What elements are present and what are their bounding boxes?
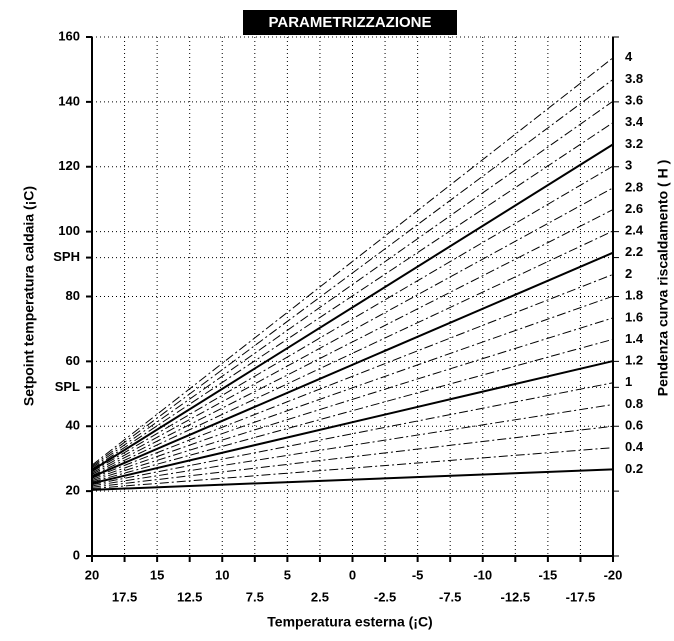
curve-line (91, 317, 614, 482)
y-tick-label: 120 (58, 158, 80, 173)
curve-line (91, 360, 614, 485)
x-tick-label: 20 (85, 567, 99, 582)
curve-line (91, 165, 614, 473)
curve-line (91, 447, 614, 490)
legend-label: 0.4 (625, 439, 644, 454)
x-tick-label: 12.5 (177, 589, 202, 604)
legend-label: 1.8 (625, 288, 643, 303)
curve-line (91, 251, 614, 478)
y-tick-label: 40 (66, 418, 80, 433)
legend-label: 0.8 (625, 396, 643, 411)
legend-label: 1.6 (625, 309, 643, 324)
curve-line (91, 143, 614, 472)
legend-label: 0.6 (625, 418, 643, 433)
legend-label: 3.8 (625, 71, 643, 86)
y-tick-label: 0 (73, 547, 80, 562)
curve-line (91, 404, 614, 487)
curve-line (91, 57, 614, 466)
curve-line (91, 382, 614, 486)
chart-title: PARAMETRIZZAZIONE (268, 14, 431, 31)
y-tick-label: 160 (58, 28, 80, 43)
y-tick-label: 20 (66, 483, 80, 498)
x-tick-label: -10 (473, 567, 492, 582)
legend-label: 3.6 (625, 93, 643, 108)
legend-label: 2.6 (625, 201, 643, 216)
curve-line (91, 230, 614, 477)
x-tick-label: -17.5 (566, 589, 596, 604)
curve-line (91, 100, 614, 469)
x-tick-label: 17.5 (112, 589, 137, 604)
legend-label: 2.4 (625, 222, 644, 237)
y-tick-label: 140 (58, 93, 80, 108)
legend-label: 3.2 (625, 136, 643, 151)
x-tick-label: -5 (412, 567, 424, 582)
x-tick-label: 5 (284, 567, 291, 582)
y2-axis-title: Pendenza curva riscaldamento ( H ) (655, 160, 671, 397)
y-tick-label: SPL (55, 379, 80, 394)
legend-label: 2.2 (625, 244, 643, 259)
legend-label: 0.2 (625, 461, 643, 476)
legend-label: 1.4 (625, 331, 644, 346)
curve-line (91, 79, 614, 467)
x-tick-label: -7.5 (439, 589, 461, 604)
y-axis-title: Setpoint temperatura caldaia (¡C) (21, 186, 37, 406)
legend-label: 1 (625, 374, 632, 389)
curve-line (91, 122, 614, 470)
x-tick-label: -2.5 (374, 589, 396, 604)
title-box (243, 10, 457, 35)
x-tick-label: 2.5 (311, 589, 329, 604)
y-tick-label: SPH (53, 249, 80, 264)
legend-label: 2.8 (625, 179, 643, 194)
curve-line (91, 273, 614, 479)
legend-label: 3 (625, 158, 632, 173)
x-axis-title: Temperatura esterna (¡C) (267, 614, 432, 630)
y-tick-label: 80 (66, 288, 80, 303)
x-tick-label: -20 (604, 567, 623, 582)
curve-line (91, 187, 614, 474)
curve-line (91, 209, 614, 475)
x-tick-label: 10 (215, 567, 229, 582)
x-tick-label: -12.5 (500, 589, 530, 604)
curve-line (91, 338, 614, 483)
y-tick-label: 60 (66, 353, 80, 368)
x-tick-label: 0 (349, 567, 356, 582)
legend-label: 2 (625, 266, 632, 281)
x-tick-label: 15 (150, 567, 164, 582)
legend-label: 4 (625, 49, 633, 64)
legend-label: 1.2 (625, 352, 643, 367)
y-tick-label: 100 (58, 223, 80, 238)
curve-line (91, 295, 614, 480)
legend-label: 3.4 (625, 114, 644, 129)
curve-line (91, 468, 614, 491)
x-tick-label: -15 (538, 567, 557, 582)
x-tick-label: 7.5 (246, 589, 264, 604)
curve-line (91, 425, 614, 488)
